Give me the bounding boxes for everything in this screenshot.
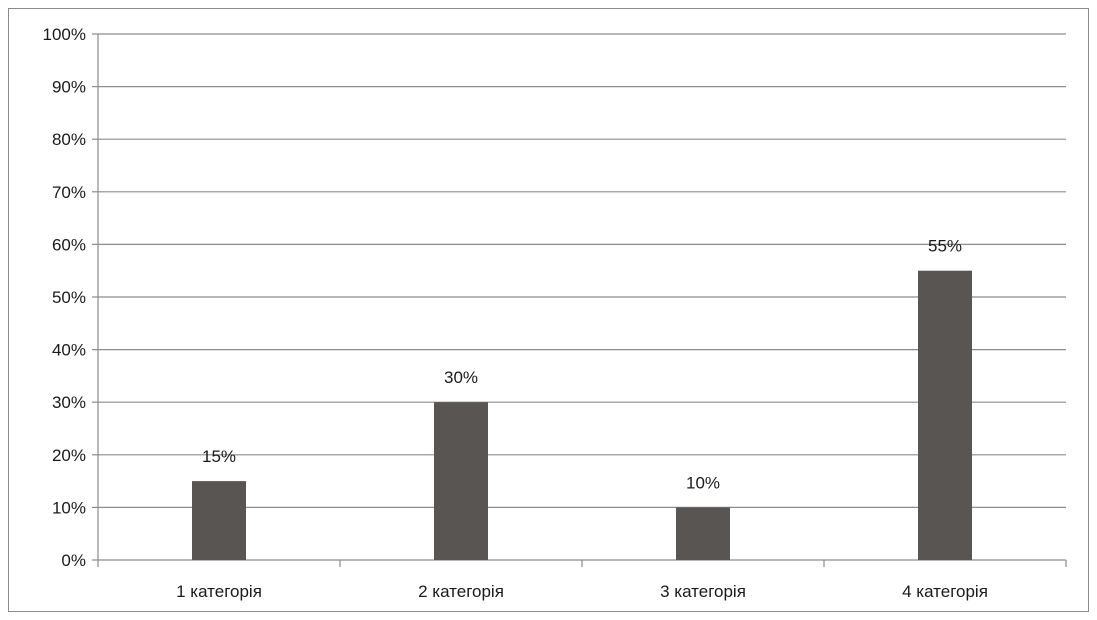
y-tick-label: 80% [52, 130, 86, 149]
bars [192, 270, 972, 560]
data-label: 30% [444, 368, 478, 387]
y-tick-labels: 0% 10% 20% 30% 40% 50% 60% 70% 80% 90% 100% [43, 25, 86, 570]
y-tick-label: 10% [52, 498, 86, 517]
data-label: 55% [928, 237, 962, 256]
y-tick-label: 100% [43, 25, 86, 44]
y-tick-label: 60% [52, 235, 86, 254]
bar [676, 507, 730, 560]
bar [192, 481, 246, 560]
grid-lines [98, 33, 1066, 508]
data-labels: 15% 30% 10% 55% [202, 237, 962, 493]
data-label: 15% [202, 447, 236, 466]
y-tick-label: 0% [61, 551, 86, 570]
y-tick-label: 40% [52, 341, 86, 360]
chart-frame [8, 8, 1089, 612]
data-label: 10% [686, 473, 720, 492]
x-tick-labels: 1 категорія 2 категорія 3 категорія 4 катег… [176, 582, 988, 601]
x-tick-label: 3 категорія [660, 582, 746, 601]
x-tick-label: 2 категорія [418, 582, 504, 601]
y-tick-label: 70% [52, 183, 86, 202]
bar [918, 270, 972, 560]
y-tick-label: 90% [52, 78, 86, 97]
y-tick-label: 20% [52, 446, 86, 465]
x-tick-label: 1 категорія [176, 582, 262, 601]
y-tick-label: 30% [52, 393, 86, 412]
bar [434, 402, 488, 560]
y-tick-label: 50% [52, 288, 86, 307]
x-tick-label: 4 категорія [902, 582, 988, 601]
axes [92, 33, 1067, 567]
